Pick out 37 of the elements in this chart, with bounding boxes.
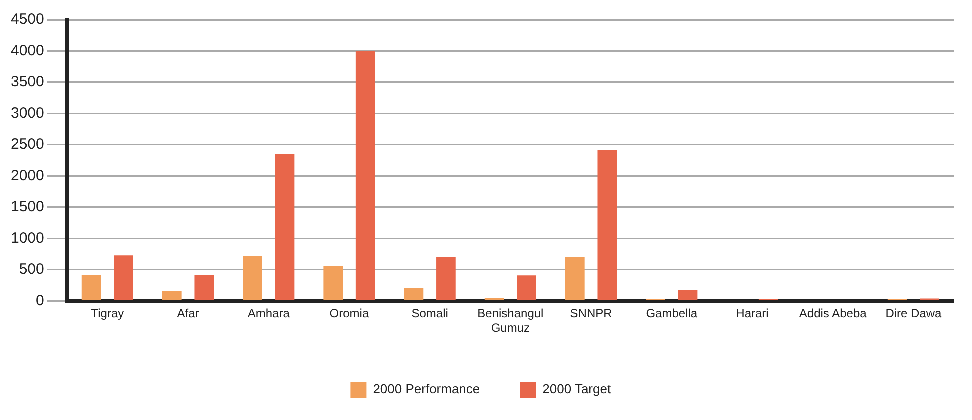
- x-tick-label: Benishangul Gumuz: [478, 306, 544, 336]
- x-tick-label: SNNPR: [570, 306, 613, 321]
- y-tick-label: 3500: [10, 74, 44, 91]
- y-tick-label: 4500: [10, 11, 44, 28]
- y-tick-label: 4000: [10, 42, 44, 60]
- legend-label: 2000 Performance: [373, 382, 480, 397]
- y-tick-label: 2000: [10, 167, 44, 184]
- bar: [436, 257, 456, 300]
- bar: [194, 274, 214, 300]
- y-tick-label: 3000: [10, 104, 44, 122]
- bar: [275, 154, 295, 300]
- x-tick-label: Somali: [412, 306, 448, 321]
- x-tick-label: Addis Abeba: [799, 306, 868, 321]
- bar: [598, 150, 618, 300]
- x-tick-label: Amhara: [248, 306, 290, 321]
- x-tick-label: Gambella: [646, 306, 698, 321]
- bar: [356, 51, 376, 300]
- bar: [404, 288, 424, 300]
- y-tick-label: 2500: [10, 136, 44, 154]
- legend-label: 2000 Target: [542, 382, 612, 397]
- bar: [82, 274, 102, 300]
- bar: [324, 266, 344, 300]
- x-tick-label: Afar: [177, 306, 200, 321]
- bar: [565, 257, 585, 300]
- y-tick-label: 500: [19, 261, 44, 278]
- bar: [678, 290, 698, 300]
- y-tick-label: 1500: [10, 198, 44, 216]
- x-tick-label: Tigray: [91, 306, 124, 321]
- bar: [162, 291, 182, 300]
- x-tick-label: Dire Dawa: [886, 306, 942, 321]
- x-tick-label: Harari: [736, 306, 769, 321]
- x-tick-label: Oromia: [330, 306, 370, 321]
- bar: [243, 256, 262, 300]
- y-tick-label: 0: [36, 292, 44, 310]
- bar: [517, 276, 536, 300]
- bar: [114, 256, 134, 300]
- y-tick-label: 1000: [10, 230, 44, 247]
